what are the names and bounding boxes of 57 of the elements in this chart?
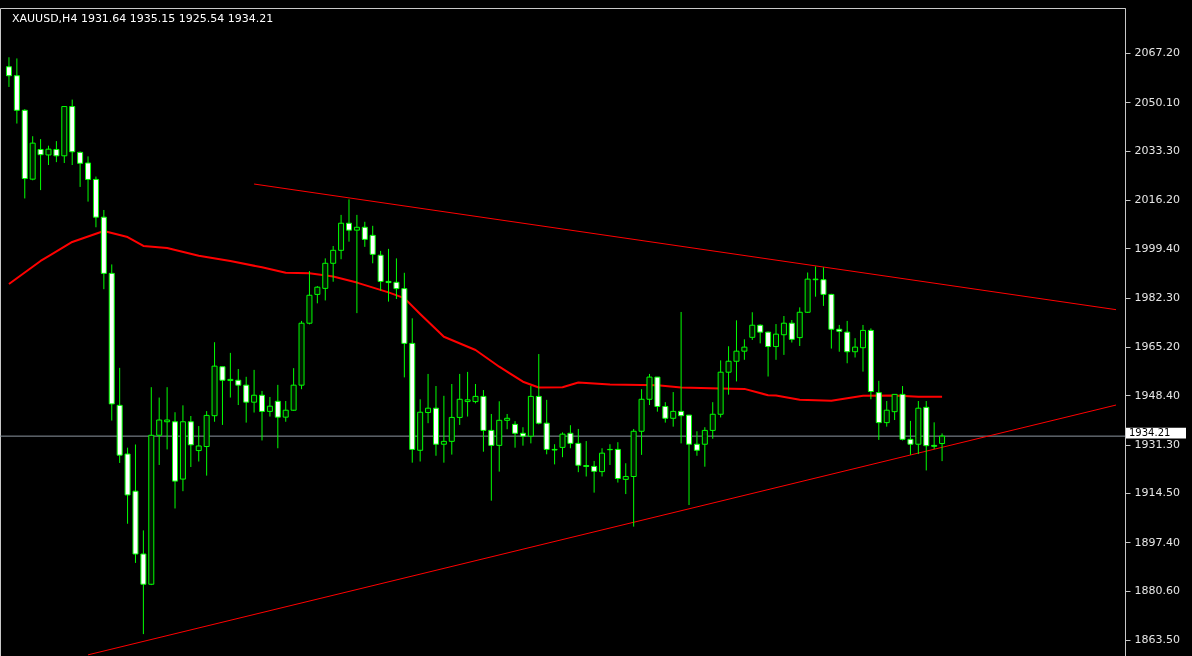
candlestick	[599, 447, 606, 477]
candlestick	[425, 373, 432, 424]
candlestick	[693, 430, 700, 457]
candlestick	[709, 401, 716, 440]
candlestick	[765, 331, 772, 378]
candlestick	[274, 384, 281, 449]
candlestick	[757, 323, 764, 344]
candlestick	[519, 426, 526, 447]
y-tick-label: 1931.30	[1134, 438, 1180, 452]
candlestick	[345, 198, 352, 243]
y-tick-label: 1982.30	[1134, 291, 1180, 305]
candlestick	[259, 390, 265, 441]
candlestick	[156, 397, 163, 466]
candlestick	[780, 315, 787, 356]
candlestick	[448, 383, 455, 456]
candlestick	[844, 320, 851, 364]
candlestick	[852, 337, 859, 358]
chart-title: XAUUSD,H4 1931.64 1935.15 1925.54 1934.21	[12, 12, 274, 25]
candlestick	[591, 460, 598, 494]
y-tick-label: 2050.10	[1134, 95, 1180, 109]
y-tick-label: 1897.40	[1134, 535, 1180, 549]
y-tick-label: 1880.60	[1134, 584, 1180, 598]
candlestick	[701, 426, 708, 468]
y-tick-label: 2033.30	[1134, 144, 1180, 158]
candlestick	[860, 324, 866, 373]
candlestick	[369, 225, 376, 264]
y-tick-label: 1863.50	[1134, 633, 1180, 647]
candlestick	[622, 462, 629, 495]
candlestick	[788, 319, 795, 344]
candlestick	[361, 221, 368, 248]
candlestick	[330, 245, 337, 283]
candlestick	[670, 391, 677, 428]
candlestick	[678, 311, 685, 444]
candlestick	[85, 155, 92, 203]
candlestick	[266, 396, 273, 418]
candlestick	[583, 440, 590, 477]
candlestick	[5, 56, 12, 88]
y-tick-label: 1914.50	[1134, 486, 1180, 500]
y-tick-label: 2067.20	[1134, 46, 1180, 60]
candlestick	[251, 369, 258, 414]
candlestick	[243, 376, 250, 424]
y-tick-label: 1965.20	[1134, 340, 1180, 354]
candlestick	[749, 311, 756, 341]
candlestick	[187, 415, 194, 468]
y-tick-label: 2016.20	[1134, 193, 1180, 207]
candlestick	[931, 421, 938, 450]
candlestick	[512, 420, 519, 449]
candlestick	[77, 150, 84, 188]
ref-line-label: 1934.21	[1129, 427, 1171, 439]
candlestick	[353, 214, 360, 314]
candlestick	[504, 413, 511, 430]
candlestick	[773, 323, 780, 361]
y-tick-label: 1999.40	[1134, 241, 1180, 255]
candlestick	[939, 432, 946, 462]
y-tick-label: 1948.40	[1134, 388, 1180, 402]
candlestick	[164, 386, 171, 450]
candlestick	[440, 395, 447, 464]
